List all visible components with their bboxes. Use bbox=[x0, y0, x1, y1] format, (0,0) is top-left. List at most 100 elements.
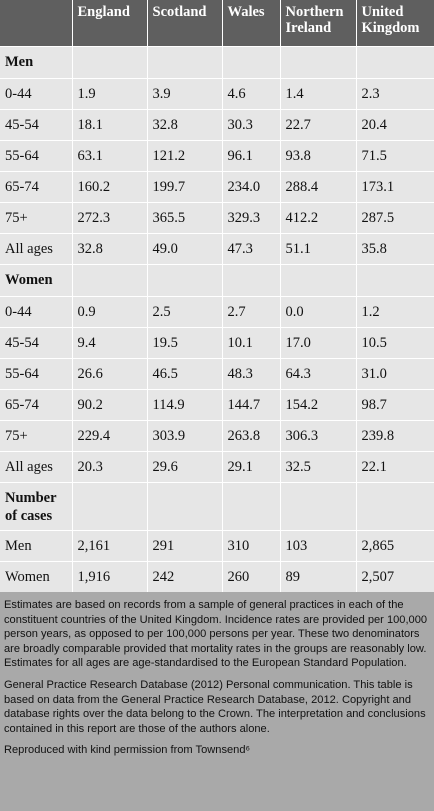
cell-scotland: 121.2 bbox=[147, 140, 223, 172]
table-row: 65-74 160.2 199.7 234.0 288.4 173.1 bbox=[0, 171, 434, 203]
section-title: Men bbox=[0, 46, 73, 79]
cell-england: 160.2 bbox=[72, 171, 148, 203]
cell-england: 32.8 bbox=[72, 233, 148, 265]
cell-united-kingdom: 10.5 bbox=[356, 327, 434, 359]
cell-scotland: 19.5 bbox=[147, 327, 223, 359]
cell-wales: 47.3 bbox=[222, 233, 281, 265]
cell-scotland: 2.5 bbox=[147, 296, 223, 328]
cell-wales: 4.6 bbox=[222, 78, 281, 110]
row-label: 45-54 bbox=[0, 327, 73, 359]
cell-england: 1,916 bbox=[72, 561, 148, 593]
table-row: 0-44 1.9 3.9 4.6 1.4 2.3 bbox=[0, 78, 434, 110]
cell-united-kingdom: 98.7 bbox=[356, 389, 434, 421]
cell-wales: 329.3 bbox=[222, 202, 281, 234]
cell-scotland: 242 bbox=[147, 561, 223, 593]
section-title: Number of cases bbox=[0, 482, 73, 531]
row-label: Women bbox=[0, 561, 73, 593]
cell-wales: 48.3 bbox=[222, 358, 281, 390]
cell-united-kingdom: 31.0 bbox=[356, 358, 434, 390]
row-label: 65-74 bbox=[0, 171, 73, 203]
row-label: 65-74 bbox=[0, 389, 73, 421]
cell-scotland: 365.5 bbox=[147, 202, 223, 234]
table-row: 65-74 90.2 114.9 144.7 154.2 98.7 bbox=[0, 389, 434, 421]
cell-england: 63.1 bbox=[72, 140, 148, 172]
row-label: Men bbox=[0, 530, 73, 562]
cell-northern-ireland: 412.2 bbox=[280, 202, 357, 234]
row-label: All ages bbox=[0, 451, 73, 483]
cell-scotland: 49.0 bbox=[147, 233, 223, 265]
source-note: General Practice Research Database (2012… bbox=[4, 678, 426, 735]
cell-wales: 30.3 bbox=[222, 109, 281, 141]
row-label: 55-64 bbox=[0, 140, 73, 172]
section-row-women: Women bbox=[0, 264, 434, 297]
row-label: 75+ bbox=[0, 420, 73, 452]
cell-wales: 144.7 bbox=[222, 389, 281, 421]
cell-united-kingdom: 1.2 bbox=[356, 296, 434, 328]
cell-united-kingdom: 2,865 bbox=[356, 530, 434, 562]
table-row: All ages 20.3 29.6 29.1 32.5 22.1 bbox=[0, 451, 434, 483]
cell-northern-ireland: 89 bbox=[280, 561, 357, 593]
header-cell-england: England bbox=[72, 0, 148, 47]
section-row-men: Men bbox=[0, 46, 434, 79]
cell-scotland: 303.9 bbox=[147, 420, 223, 452]
cell-northern-ireland: 93.8 bbox=[280, 140, 357, 172]
cell-northern-ireland: 64.3 bbox=[280, 358, 357, 390]
cell-northern-ireland: 17.0 bbox=[280, 327, 357, 359]
cell-wales: 10.1 bbox=[222, 327, 281, 359]
header-cell-united-kingdom: United Kingdom bbox=[356, 0, 434, 47]
cell-wales: 29.1 bbox=[222, 451, 281, 483]
cell-united-kingdom: 22.1 bbox=[356, 451, 434, 483]
table-row: Men 2,161 291 310 103 2,865 bbox=[0, 530, 434, 562]
cell-england: 26.6 bbox=[72, 358, 148, 390]
cell-england: 0.9 bbox=[72, 296, 148, 328]
table-row: 45-54 18.1 32.8 30.3 22.7 20.4 bbox=[0, 109, 434, 141]
incidence-table: England Scotland Wales Northern Ireland … bbox=[0, 0, 434, 593]
cell-wales: 310 bbox=[222, 530, 281, 562]
header-cell-northern-ireland: Northern Ireland bbox=[280, 0, 357, 47]
cell-scotland: 3.9 bbox=[147, 78, 223, 110]
cell-england: 272.3 bbox=[72, 202, 148, 234]
cell-scotland: 32.8 bbox=[147, 109, 223, 141]
cell-northern-ireland: 103 bbox=[280, 530, 357, 562]
cell-northern-ireland: 0.0 bbox=[280, 296, 357, 328]
cell-england: 20.3 bbox=[72, 451, 148, 483]
cell-northern-ireland: 154.2 bbox=[280, 389, 357, 421]
table-row: 0-44 0.9 2.5 2.7 0.0 1.2 bbox=[0, 296, 434, 328]
row-label: 45-54 bbox=[0, 109, 73, 141]
row-label: 75+ bbox=[0, 202, 73, 234]
table-row: Women 1,916 242 260 89 2,507 bbox=[0, 561, 434, 593]
cell-united-kingdom: 239.8 bbox=[356, 420, 434, 452]
cell-scotland: 114.9 bbox=[147, 389, 223, 421]
cell-wales: 96.1 bbox=[222, 140, 281, 172]
cell-england: 18.1 bbox=[72, 109, 148, 141]
table-row: 75+ 229.4 303.9 263.8 306.3 239.8 bbox=[0, 420, 434, 452]
cell-england: 2,161 bbox=[72, 530, 148, 562]
cell-united-kingdom: 20.4 bbox=[356, 109, 434, 141]
header-row: England Scotland Wales Northern Ireland … bbox=[0, 0, 434, 47]
cell-wales: 234.0 bbox=[222, 171, 281, 203]
cell-united-kingdom: 2.3 bbox=[356, 78, 434, 110]
row-label: 0-44 bbox=[0, 296, 73, 328]
header-cell-blank bbox=[0, 0, 73, 47]
cell-scotland: 29.6 bbox=[147, 451, 223, 483]
table-row: 75+ 272.3 365.5 329.3 412.2 287.5 bbox=[0, 202, 434, 234]
credit-note: Reproduced with kind permission from Tow… bbox=[4, 744, 251, 757]
cell-united-kingdom: 287.5 bbox=[356, 202, 434, 234]
cell-england: 229.4 bbox=[72, 420, 148, 452]
table-notes: Estimates are based on records from a sa… bbox=[0, 592, 434, 811]
cell-northern-ireland: 306.3 bbox=[280, 420, 357, 452]
cell-england: 1.9 bbox=[72, 78, 148, 110]
cell-northern-ireland: 288.4 bbox=[280, 171, 357, 203]
table-row: 55-64 26.6 46.5 48.3 64.3 31.0 bbox=[0, 358, 434, 390]
cell-northern-ireland: 51.1 bbox=[280, 233, 357, 265]
cell-northern-ireland: 1.4 bbox=[280, 78, 357, 110]
section-title: Women bbox=[0, 264, 73, 297]
cell-united-kingdom: 2,507 bbox=[356, 561, 434, 593]
table-row: All ages 32.8 49.0 47.3 51.1 35.8 bbox=[0, 233, 434, 265]
cell-wales: 260 bbox=[222, 561, 281, 593]
cell-wales: 2.7 bbox=[222, 296, 281, 328]
header-cell-wales: Wales bbox=[222, 0, 281, 47]
cell-scotland: 291 bbox=[147, 530, 223, 562]
cell-england: 90.2 bbox=[72, 389, 148, 421]
